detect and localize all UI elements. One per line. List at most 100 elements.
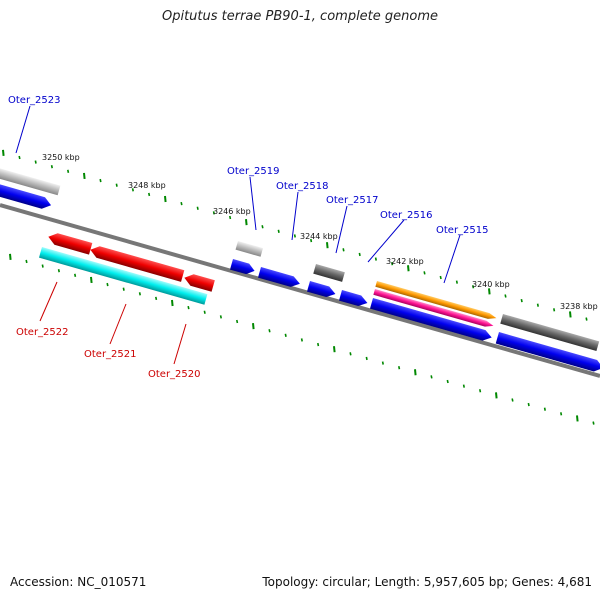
tick-mark-inner [25,259,28,264]
tick-mark-inner [462,384,465,388]
gene-oter-2517a-shape [306,281,336,298]
gene-oter-2515[interactable] [495,332,600,374]
tick-mark-outer [423,271,426,275]
tick-mark-outer [83,172,86,180]
tick-mark-inner [236,319,239,324]
tick-mark-inner [398,366,401,370]
gene-label-oter-2520[interactable]: Oter_2520 [148,369,201,380]
leader-oter-2519 [249,176,257,231]
tick-mark-inner [365,356,368,361]
tick-mark-inner [527,402,530,407]
gene-label-oter-2521[interactable]: Oter_2521 [84,349,137,360]
gene-oter-2519-shape [229,259,255,275]
tick-mark-inner [543,407,546,411]
feature-gray-oter-2517[interactable] [313,264,345,282]
tick-mark-inner [592,421,595,425]
tick-mark-outer [536,303,539,307]
tick-mark-inner [187,305,190,310]
tick-mark-outer [148,192,151,197]
tick-mark-outer [164,195,167,203]
gene-label-oter-2515[interactable]: Oter_2515 [436,225,489,236]
tick-mark-inner [479,389,482,393]
tick-mark-inner [430,375,433,379]
leader-oter-2520 [173,323,187,365]
gene-label-oter-2522[interactable]: Oter_2522 [16,327,69,338]
kbp-label-3244: 3244 kbp [300,232,338,241]
tick-mark-inner [106,282,109,287]
tick-mark-outer [472,285,475,289]
tick-mark-inner [560,412,563,416]
gene-label-oter-2518[interactable]: Oter_2518 [276,181,329,192]
genome-title: Opitutus terrae PB90-1, complete genome [161,9,439,24]
feature-magenta-oter-2516[interactable] [373,289,494,329]
tick-mark-inner [446,379,449,384]
tick-mark-outer [407,265,410,272]
feature-cyan-oter-2521[interactable] [38,247,208,305]
tick-mark-outer [2,149,5,156]
tick-mark-outer [99,178,102,183]
tick-mark-inner [576,415,579,422]
gene-oter-2521[interactable] [89,244,185,282]
tick-mark-inner [511,398,514,402]
leader-oter-2517 [335,205,348,254]
feature-orange-oter-2516[interactable] [375,281,497,321]
tick-mark-inner [317,342,320,347]
tick-mark-outer [553,308,556,312]
gene-oter-2515-shape [495,332,600,372]
kbp-label-3246: 3246 kbp [213,207,251,216]
tick-mark-inner [381,361,384,365]
tick-mark-inner [333,346,336,353]
gene-label-oter-2523[interactable]: Oter_2523 [8,95,61,106]
tick-mark-outer [212,211,215,215]
tick-mark-outer [585,317,588,321]
tick-mark-inner [284,333,287,337]
gene-oter-2522[interactable] [47,231,93,255]
tick-mark-inner [57,269,60,273]
tick-mark-outer [293,234,296,238]
kbp-label-3248: 3248 kbp [128,181,166,190]
gene-label-oter-2517[interactable]: Oter_2517 [326,195,379,206]
kbp-label-3250: 3250 kbp [42,153,80,162]
gene-label-oter-2519[interactable]: Oter_2519 [227,166,280,177]
tick-mark-inner [138,292,141,296]
tick-mark-outer [34,160,37,164]
gene-oter-2519[interactable] [229,259,256,276]
feature-gray-right[interactable] [500,314,600,352]
tick-mark-outer [520,298,523,303]
tick-mark-inner [203,310,206,314]
gene-oter-2517b-shape [338,290,368,307]
tick-mark-outer [455,280,458,284]
leader-lines [15,105,461,365]
kbp-label-3238: 3238 kbp [560,302,598,311]
feature-gray-oter-2523-shape [0,167,61,196]
feature-gray-oter-2523[interactable] [0,167,61,196]
feature-cyan-oter-2521-shape [38,247,208,305]
gene-oter-2516[interactable] [369,298,493,343]
tick-mark-inner [219,315,222,319]
tick-mark-outer [196,206,199,210]
feature-magenta-oter-2516-shape [373,289,494,327]
feature-gray-oter-2519[interactable] [235,241,264,257]
tick-mark-inner [41,264,44,268]
gene-oter-2517b[interactable] [338,290,369,308]
gene-oter-2520[interactable] [183,272,215,292]
tick-mark-inner [122,287,125,291]
gene-label-oter-2516[interactable]: Oter_2516 [380,210,433,221]
tick-mark-outer [310,238,313,243]
gene-oter-2516-shape [369,298,492,341]
feature-gray-oter-2519-shape [235,241,264,257]
tick-mark-inner [171,299,174,307]
tick-mark-outer [488,288,491,295]
tick-mark-outer [277,229,280,234]
leader-oter-2516 [367,219,405,263]
tick-mark-outer [504,294,507,298]
gene-oter-2518-shape [257,267,300,287]
tick-mark-outer [358,252,361,257]
gene-oter-2523[interactable] [0,183,53,211]
tick-mark-outer [229,215,232,220]
gene-oter-2518[interactable] [257,267,301,289]
tick-mark-outer [342,248,345,252]
tick-mark-outer [326,242,329,249]
gene-oter-2517a[interactable] [306,281,337,299]
